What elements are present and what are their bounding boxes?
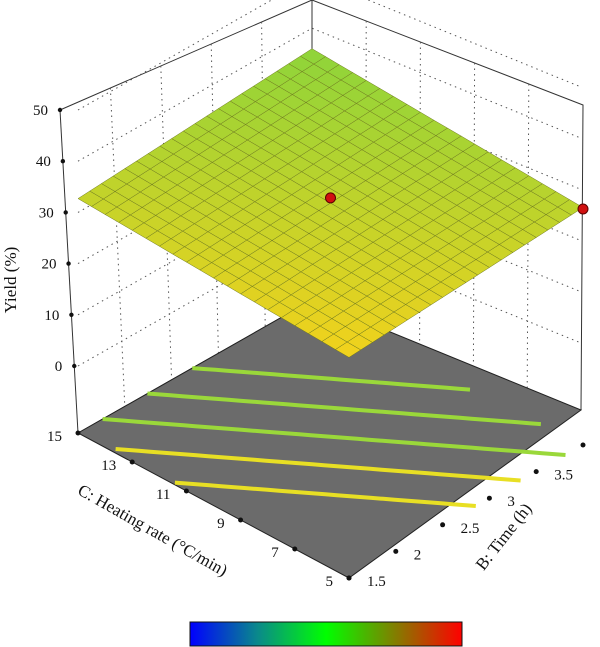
contour-line bbox=[192, 366, 471, 392]
z-tick-mark bbox=[57, 107, 63, 113]
wall-gridline bbox=[77, 27, 582, 162]
x-tick-label: 11 bbox=[156, 487, 170, 503]
z-tick-mark bbox=[66, 261, 71, 266]
surface-cell bbox=[77, 190, 104, 207]
x-tick-label: 7 bbox=[271, 545, 279, 561]
x-tick-label: 5 bbox=[326, 574, 334, 590]
z-tick-label: 0 bbox=[55, 359, 63, 375]
front-left-vertical-edge bbox=[59, 109, 79, 434]
y-tick-label: 1.5 bbox=[367, 574, 386, 590]
contour-lines bbox=[102, 366, 566, 508]
z-axis-ticks: 0 10 20 30 40 50 bbox=[33, 103, 77, 375]
x-axis-ticks: 5 7 9 11 13 15 bbox=[47, 429, 352, 590]
x-tick-mark bbox=[75, 430, 81, 436]
z-tick-label: 20 bbox=[42, 257, 57, 273]
x-tick-mark bbox=[183, 488, 189, 494]
y-tick-label: 2 bbox=[414, 547, 422, 563]
response-surface bbox=[77, 48, 584, 358]
y-tick-label: 2.5 bbox=[461, 521, 480, 537]
y-tick-mark bbox=[393, 548, 399, 554]
x-tick-label: 13 bbox=[101, 458, 116, 474]
y-axis-title: B: Time (h) bbox=[472, 499, 536, 573]
x-tick-label: 9 bbox=[217, 516, 225, 532]
y-tick-mark bbox=[486, 495, 492, 501]
wall-gridline bbox=[526, 83, 530, 389]
z-tick-label: 10 bbox=[44, 308, 59, 324]
x-tick-mark bbox=[129, 459, 135, 465]
z-tick-label: 50 bbox=[33, 103, 48, 119]
wall-gridline bbox=[77, 78, 582, 213]
z-tick-mark bbox=[69, 312, 74, 317]
z-axis-title: Yield (%) bbox=[1, 247, 20, 314]
contour-line bbox=[174, 480, 476, 508]
z-tick-mark bbox=[72, 363, 77, 369]
z-tick-label: 30 bbox=[39, 205, 54, 221]
y-tick-mark bbox=[533, 469, 539, 475]
contour-line bbox=[115, 447, 521, 483]
wall-gridline bbox=[472, 62, 476, 367]
color-bar bbox=[189, 621, 463, 647]
contour-line bbox=[147, 391, 542, 427]
y-tick-mark bbox=[440, 522, 446, 528]
wall-gridline bbox=[109, 87, 126, 407]
z-tick-label: 40 bbox=[36, 154, 51, 170]
x-tick-label: 15 bbox=[47, 429, 62, 445]
y-axis-ticks: 1.522.533.54 bbox=[346, 442, 586, 590]
y-tick-mark bbox=[580, 442, 586, 448]
design-point bbox=[577, 203, 589, 215]
wall-gridline bbox=[77, 0, 582, 111]
wall-gridline bbox=[77, 232, 582, 367]
y-tick-label: 3 bbox=[507, 494, 515, 510]
right-wall-frame bbox=[311, 0, 584, 411]
y-tick-mark bbox=[346, 575, 352, 581]
z-tick-mark bbox=[60, 159, 66, 164]
z-tick-mark bbox=[63, 210, 68, 215]
contour-line bbox=[102, 417, 566, 457]
wall-gridline bbox=[419, 41, 421, 345]
design-point bbox=[325, 192, 336, 204]
x-tick-mark bbox=[238, 517, 244, 523]
wall-gridlines bbox=[77, 0, 582, 407]
y-tick-label: 3.5 bbox=[554, 468, 573, 484]
x-tick-mark bbox=[292, 546, 298, 552]
